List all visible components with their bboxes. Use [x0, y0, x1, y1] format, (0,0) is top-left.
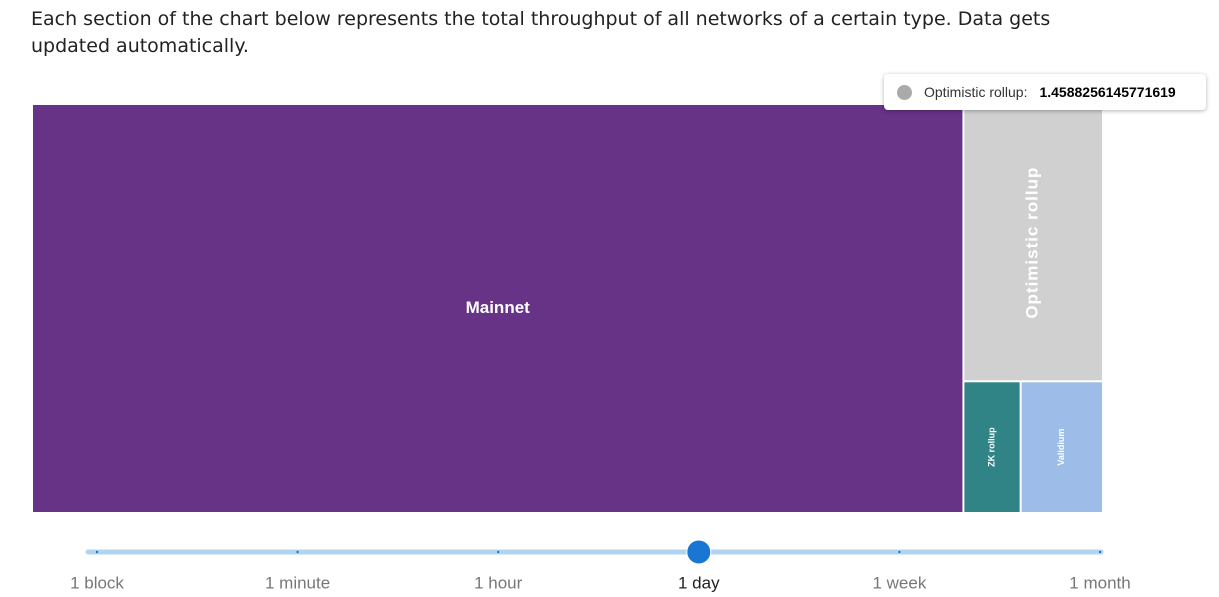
treemap-cell[interactable] [33, 105, 963, 512]
tooltip-value: 1.4588256145771619 [1039, 84, 1176, 100]
tooltip-swatch [897, 84, 912, 100]
slider-step[interactable] [898, 550, 901, 554]
treemap-cell[interactable] [1021, 382, 1102, 512]
slider-step[interactable] [1098, 550, 1102, 554]
treemap-cell[interactable] [964, 105, 1102, 381]
slider-label[interactable]: 1 hour [474, 573, 523, 592]
description: Each section of the chart below represen… [31, 8, 1051, 57]
treemap-cell[interactable] [964, 382, 1020, 512]
tooltip-label: Optimistic rollup: [924, 84, 1028, 100]
tooltip: Optimistic rollup: 1.4588256145771619 [884, 74, 1206, 110]
slider-label[interactable]: 1 block [70, 573, 124, 592]
cell-label: Optimistic rollup [1023, 167, 1042, 319]
slider-step[interactable] [95, 550, 99, 554]
slider-label[interactable]: 1 day [678, 573, 720, 592]
slider-label[interactable]: 1 week [872, 573, 926, 592]
slider-label[interactable]: 1 minute [265, 573, 330, 592]
slider-label[interactable]: 1 month [1069, 573, 1130, 592]
cell-label: ZK rollup [986, 427, 996, 467]
cell-label: Validium [1056, 429, 1066, 466]
slider-step[interactable] [296, 550, 299, 554]
slider-step[interactable] [497, 550, 500, 554]
cell-label: Mainnet [466, 298, 531, 317]
slider-thumb[interactable] [686, 539, 712, 565]
